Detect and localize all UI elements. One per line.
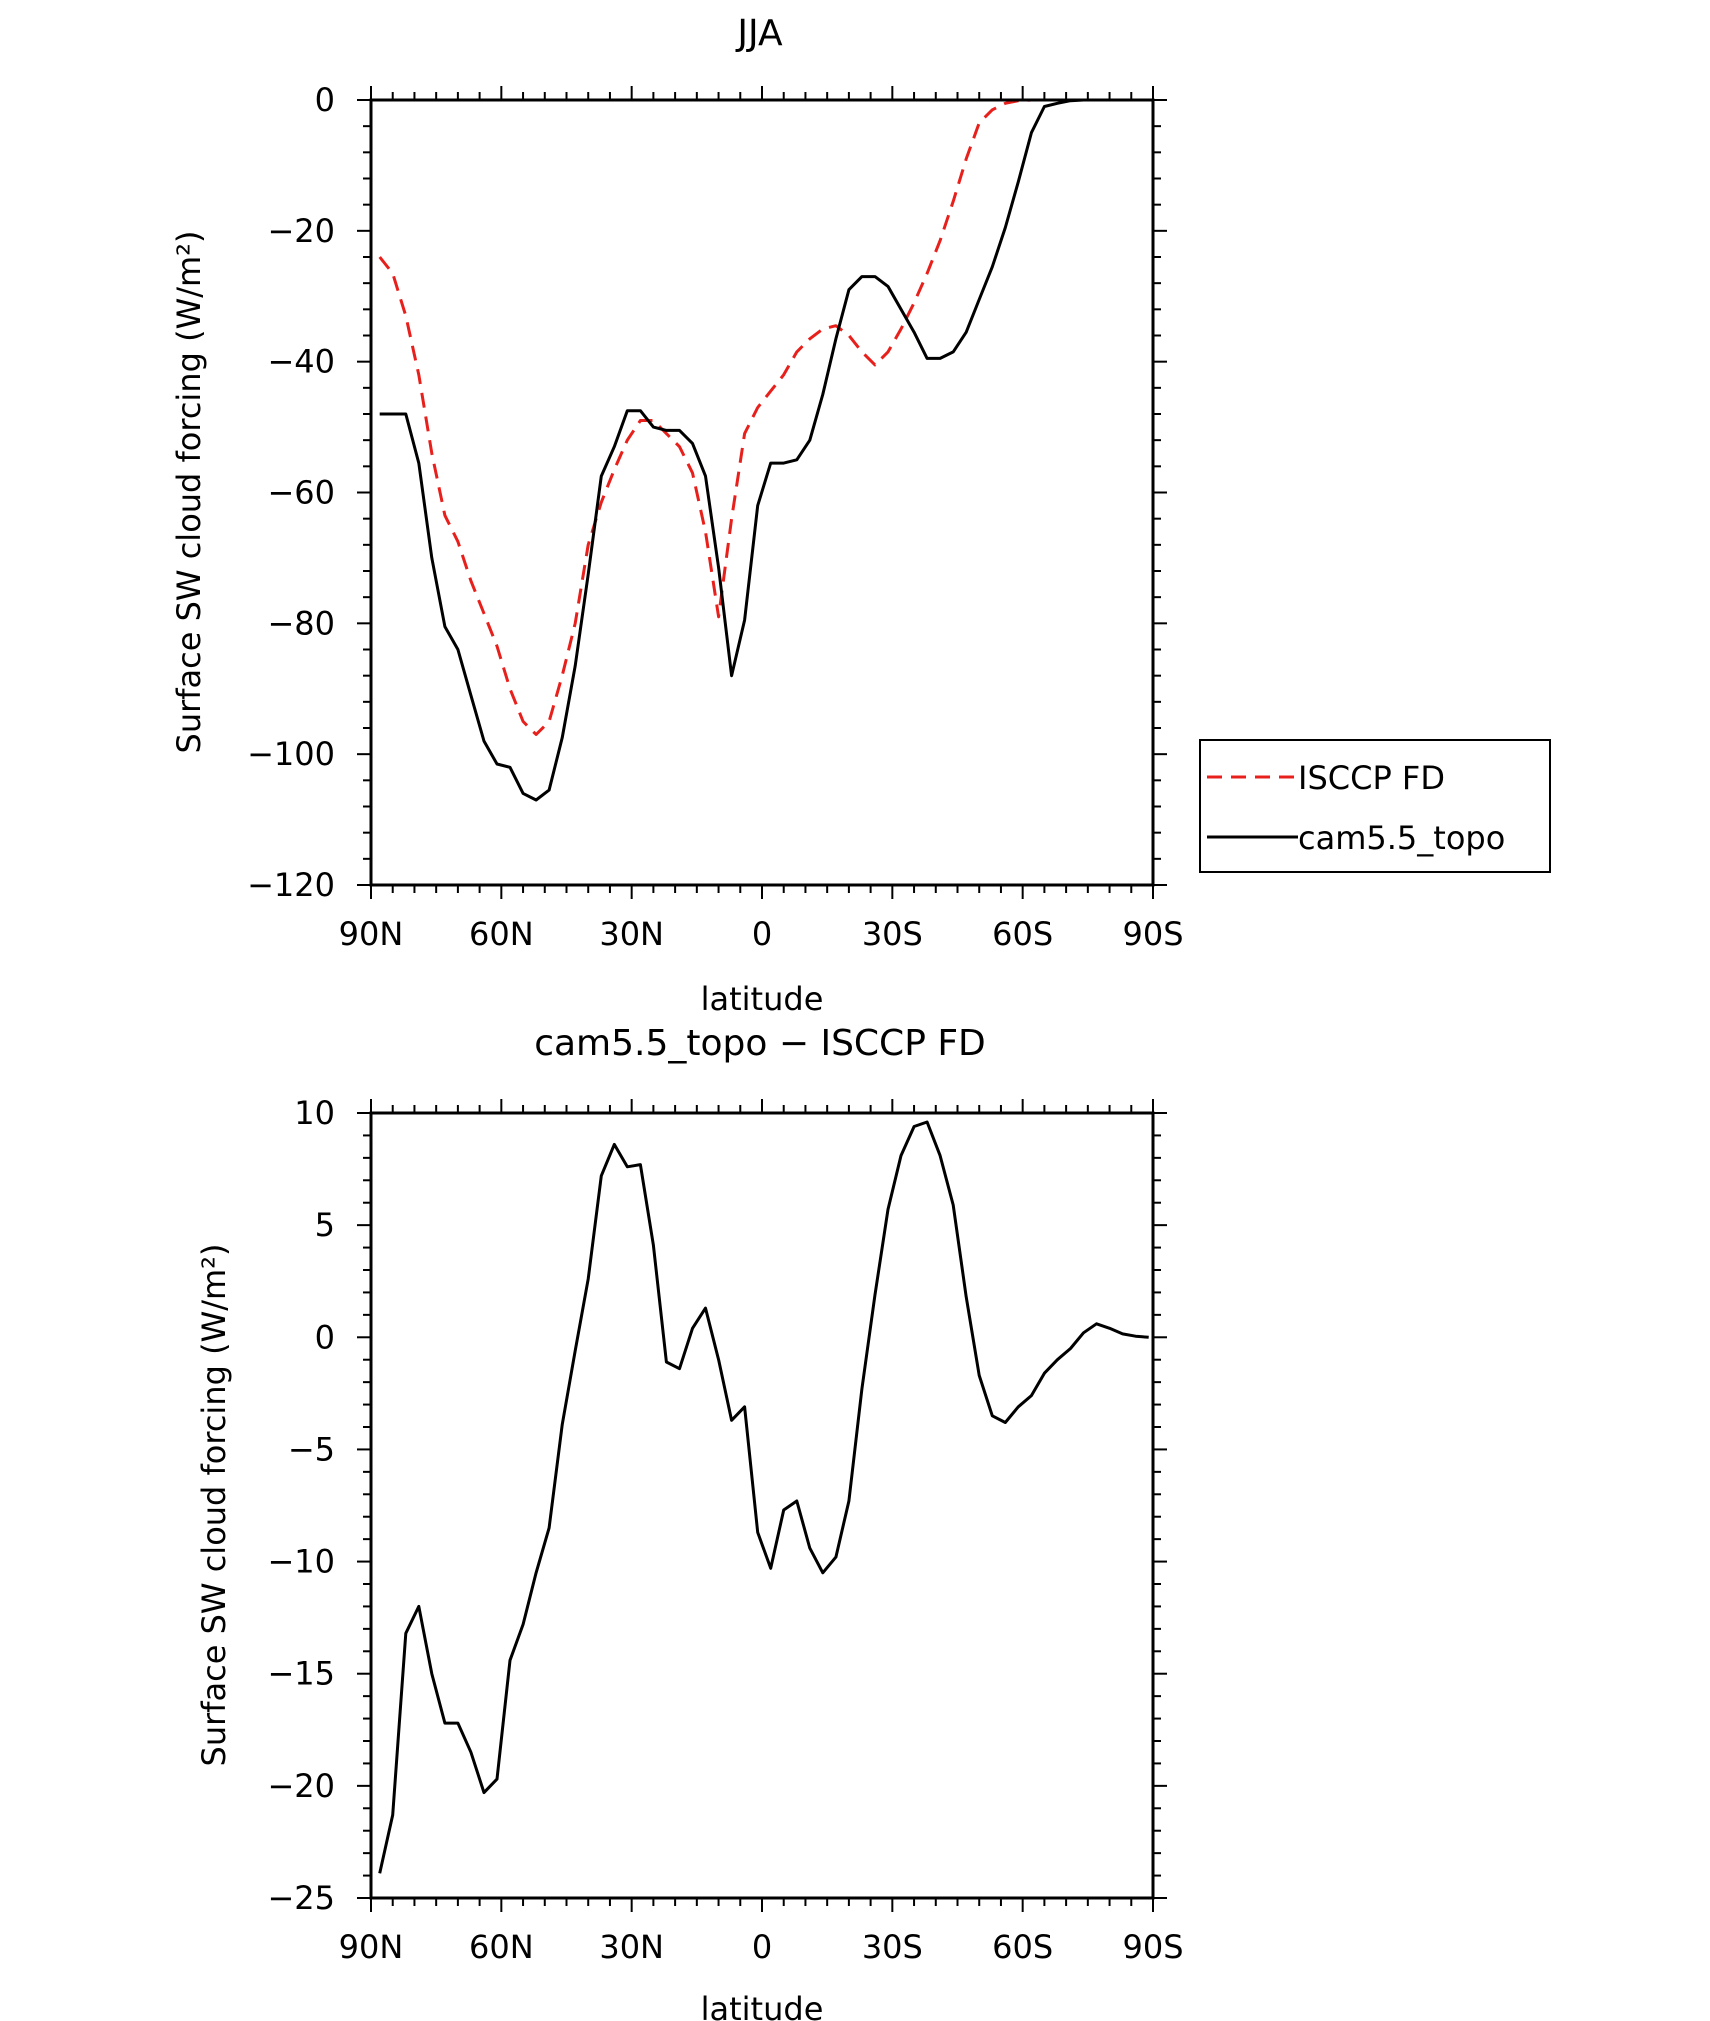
bottom-x-tick-label: 30S [862,1928,923,1966]
legend-box [1199,739,1551,873]
bottom-y-tick-label: −15 [267,1655,335,1693]
bottom-x-tick-label: 60N [469,1928,534,1966]
bottom-chart-title: cam5.5_topo − ISCCP FD [534,1023,986,1064]
bottom-plot-area: 90N 60N 30N 0 30S 60S 90S 10 5 0 −5 −10 −15 −20 −25 [267,1094,1183,1966]
bottom-plot-frame [369,1111,1155,1900]
bottom-x-tick-label: 0 [752,1928,772,1966]
top-x-tick-label: 60S [992,915,1053,953]
top-x-axis-label: latitude [701,980,824,1018]
top-x-tick-label: 30N [599,915,664,953]
bottom-x-tick-label: 90S [1122,1928,1183,1966]
top-panel: JJA 90N 60N 30N 0 30S 60S 90S 0 −20 −40 −60 −80 −100… [170,13,1551,1018]
bottom-x-tick-label: 90N [339,1928,404,1966]
bottom-series-lines [378,1120,1149,1874]
top-x-tick-label: 90S [1122,915,1183,953]
top-series-line-isccp-fd [378,98,1149,736]
bottom-y-tick-label: −25 [267,1879,335,1917]
top-chart-title: JJA [735,13,783,54]
top-y-tick-label: −120 [247,866,335,904]
top-y-tick-label: −40 [267,343,335,381]
top-x-tick-label: 60N [469,915,534,953]
top-axis-ticks: 90N 60N 30N 0 30S 60S 90S 0 −20 −40 −60 −80 −100 −120 [247,81,1183,953]
top-plot-area: 90N 60N 30N 0 30S 60S 90S 0 −20 −40 −60 −80 −100 −120 [247,81,1183,953]
bottom-y-tick-label: −20 [267,1767,335,1805]
legend-label-isccp-fd: ISCCP FD [1298,759,1445,797]
top-y-tick-label: −20 [267,212,335,250]
bottom-y-tick-label: 10 [294,1094,335,1132]
bottom-panel: cam5.5_topo − ISCCP FD 90N 60N 30N 0 30S 60S 9… [195,1023,1184,2021]
top-y-tick-label: −80 [267,604,335,642]
bottom-y-tick-label: 0 [315,1318,335,1356]
bottom-x-tick-label: 30N [599,1928,664,1966]
legend-label-cam5-5-topo: cam5.5_topo [1298,819,1505,857]
bottom-x-axis-label: latitude [701,1990,824,2021]
top-x-tick-label: 30S [862,915,923,953]
legend: ISCCP FD cam5.5_topo [1199,739,1551,873]
bottom-x-tick-label: 60S [992,1928,1053,1966]
top-x-tick-label: 0 [752,915,772,953]
top-y-axis-label: Surface SW cloud forcing (W/m²) [170,231,208,754]
top-series-lines [378,98,1149,802]
bottom-y-axis-label: Surface SW cloud forcing (W/m²) [195,1244,233,1767]
bottom-y-tick-label: −5 [288,1430,335,1468]
bottom-y-tick-label: 5 [315,1206,335,1244]
bottom-axis-ticks: 90N 60N 30N 0 30S 60S 90S 10 5 0 −5 −10 −15 −20 −25 [267,1094,1183,1966]
top-y-tick-label: 0 [315,81,335,119]
top-y-tick-label: −60 [267,474,335,512]
bottom-series-line-bottom-series-0 [378,1120,1149,1874]
top-series-line-cam5-5-topo [379,98,1149,802]
bottom-y-tick-label: −10 [267,1543,335,1581]
top-y-tick-label: −100 [247,735,335,773]
top-x-tick-label: 90N [339,915,404,953]
